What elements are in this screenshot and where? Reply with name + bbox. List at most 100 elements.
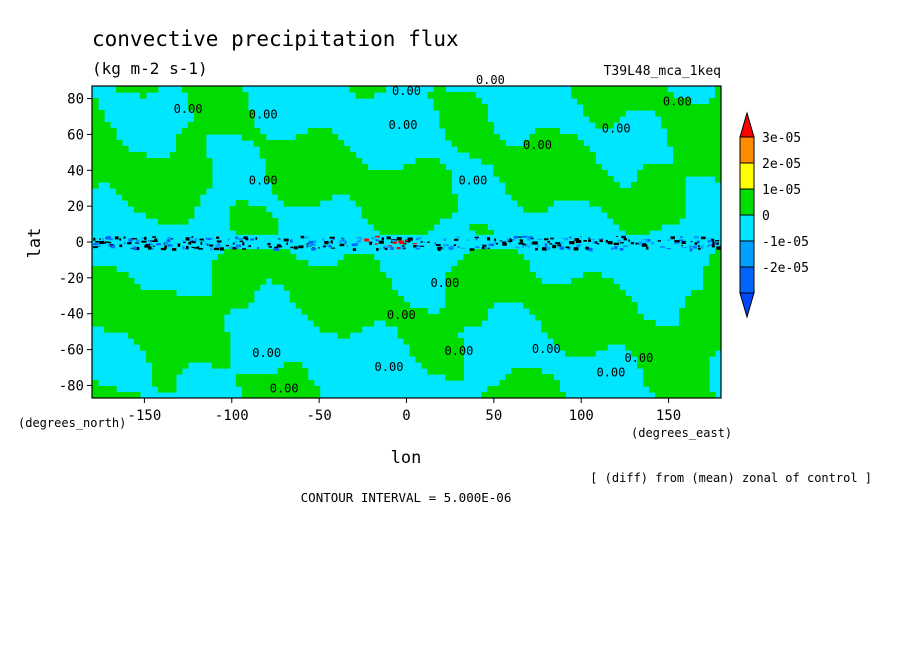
equator-mark (255, 237, 258, 240)
field-cell (685, 392, 692, 398)
field-cell (217, 350, 225, 357)
field-cell (175, 350, 183, 357)
field-cell (643, 362, 650, 369)
field-cell (301, 164, 309, 171)
equator-mark (206, 244, 209, 246)
field-cell (373, 290, 381, 297)
field-cell (223, 356, 231, 363)
equator-mark (229, 246, 233, 249)
field-cell (589, 188, 596, 195)
field-cell (505, 392, 512, 398)
field-cell (122, 290, 129, 297)
equator-mark (611, 247, 614, 250)
field-cell (691, 140, 698, 147)
field-cell (139, 344, 147, 351)
equator-mark (500, 240, 502, 242)
field-cell (277, 182, 285, 189)
field-cell (367, 254, 375, 261)
field-cell (331, 272, 339, 279)
field-cell (601, 296, 608, 303)
field-cell (367, 314, 375, 321)
field-cell (283, 380, 291, 387)
field-cell (163, 356, 171, 363)
field-cell (337, 152, 345, 159)
field-cell (553, 170, 560, 177)
field-cell (199, 92, 207, 99)
field-cell (181, 320, 189, 327)
contour-labels: 0.000.000.00 0.000.00 0.000.000.00 0.000.00… (174, 73, 692, 395)
field-cell (673, 116, 680, 123)
field-cell (463, 128, 470, 135)
field-cell (691, 338, 698, 345)
field-cell (139, 320, 147, 327)
field-cell (499, 392, 506, 398)
field-cell (151, 164, 159, 171)
field-cell (643, 332, 650, 339)
field-cell (92, 296, 99, 303)
field-cell (505, 188, 512, 195)
field-cell (583, 170, 590, 177)
field-cell (133, 164, 141, 171)
field-cell (547, 170, 554, 177)
field-cell (583, 194, 590, 201)
field-cell (703, 152, 710, 159)
field-cell (523, 266, 530, 273)
y-units: (degrees_north) (18, 416, 126, 430)
field-cell (187, 332, 195, 339)
field-cell (529, 158, 536, 165)
field-cell (133, 296, 141, 303)
field-cell (433, 338, 441, 345)
field-cell (217, 272, 225, 279)
field-cell (547, 158, 554, 165)
field-cell (235, 290, 243, 297)
field-cell (685, 158, 692, 165)
field-cell (403, 218, 411, 225)
field-cell (235, 98, 243, 105)
field-cell (625, 200, 632, 207)
field-cell (691, 152, 698, 159)
field-cell (163, 308, 171, 315)
equator-mark (701, 236, 706, 240)
field-cell (451, 272, 458, 279)
field-cell (98, 272, 105, 279)
field-cell (595, 326, 602, 333)
field-cell (343, 278, 351, 285)
field-cell (181, 218, 189, 225)
field-cell (601, 92, 608, 99)
field-cell (481, 116, 488, 123)
field-cell (205, 350, 213, 357)
field-cell (133, 326, 141, 333)
field-cell (595, 188, 602, 195)
field-cell (673, 146, 680, 153)
field-cell (313, 134, 321, 141)
field-cell (625, 344, 632, 351)
equator-mark (715, 242, 719, 245)
field-cell (343, 314, 351, 321)
field-cell (547, 128, 554, 135)
field-cell (433, 158, 441, 165)
field-cell (181, 134, 189, 141)
field-cell (637, 92, 644, 99)
equator-mark (616, 236, 618, 237)
field-cell (715, 296, 721, 303)
field-cell (169, 386, 177, 393)
field-cell (439, 164, 446, 171)
field-cell (217, 122, 225, 129)
field-cell (157, 164, 165, 171)
field-cell (589, 302, 596, 309)
field-cell (679, 122, 686, 129)
field-cell (403, 170, 411, 177)
equator-mark (528, 236, 534, 240)
equator-mark (136, 239, 140, 243)
field-cell (553, 386, 560, 393)
field-cell (535, 176, 542, 183)
field-cell (511, 386, 518, 393)
field-cell (565, 344, 572, 351)
field-cell (649, 92, 656, 99)
field-cell (331, 134, 339, 141)
field-cell (715, 128, 721, 135)
field-cell (601, 200, 608, 207)
field-cell (709, 320, 716, 327)
field-cell (493, 146, 500, 153)
